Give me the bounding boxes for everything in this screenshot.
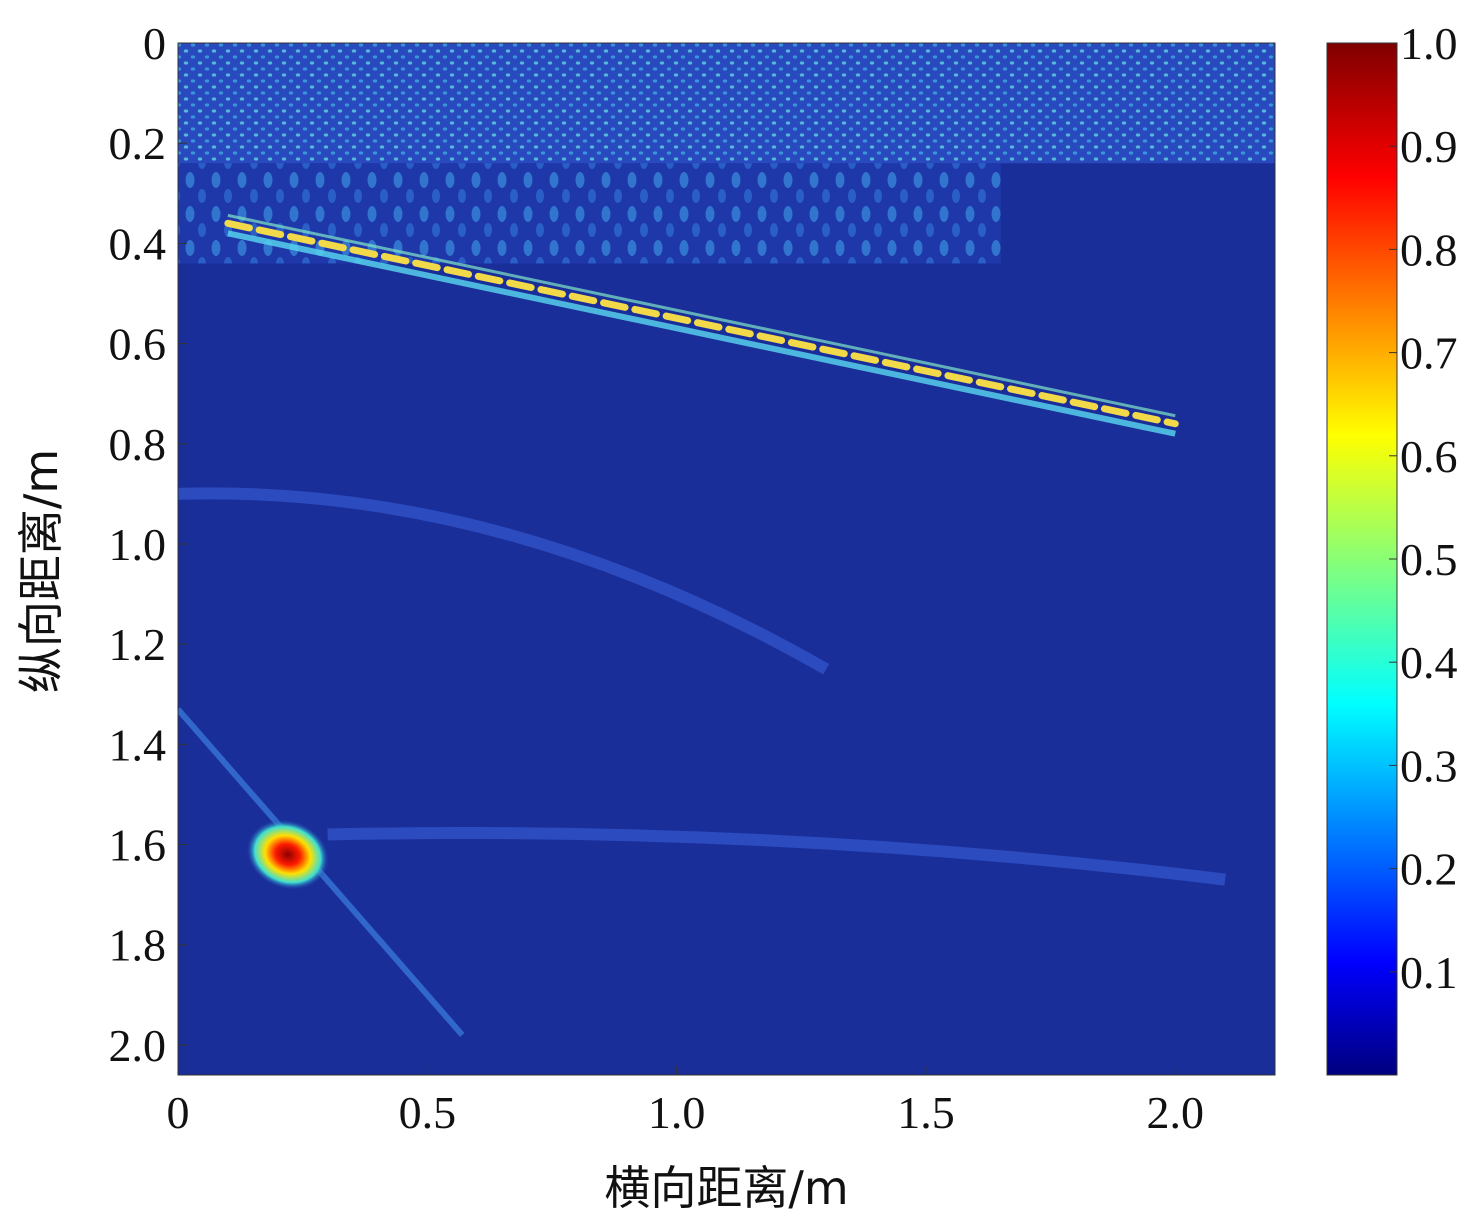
- heatmap-features: [178, 43, 1275, 1037]
- colorbar-tick-label: 0.9: [1400, 121, 1458, 172]
- y-tick-label: 0.6: [109, 319, 167, 370]
- colorbar-ramp: [1326, 42, 1398, 1076]
- plot-frame: [177, 42, 1276, 1076]
- colorbar: 0.1 0.2 0.3 0.4 0.5 0.6 0.7 0.8 0.9 1.0: [1326, 18, 1458, 1076]
- colorbar-tick-label: 0.6: [1400, 431, 1458, 482]
- y-tick-label: 0.2: [109, 118, 167, 169]
- feature-weak-reflector: [327, 827, 1226, 886]
- y-tick-label: 0: [143, 18, 166, 69]
- x-axis: 0 0.5 1.0 1.5 2.0: [167, 1066, 1205, 1138]
- x-tick-label: 2.0: [1147, 1087, 1205, 1138]
- colorbar-tick-label: 0.5: [1400, 534, 1458, 585]
- y-axis: 0 0.2 0.4 0.6 0.8 1.0 1.2 1.4 1.6 1.8 2.0: [109, 18, 187, 1071]
- colorbar-tick-label: 0.1: [1400, 947, 1458, 998]
- feature-noisy-band: [178, 43, 1275, 164]
- x-tick-label: 1.5: [897, 1087, 955, 1138]
- y-tick-label: 1.2: [109, 619, 167, 670]
- feature-weak-reflector: [178, 487, 830, 675]
- y-axis-title: 纵向距离/m: [14, 449, 68, 693]
- feature-point-target: [246, 819, 329, 890]
- y-tick-label: 0.4: [109, 218, 167, 269]
- colorbar-tick-label: 0.2: [1400, 844, 1458, 895]
- y-tick-label: 2.0: [109, 1020, 167, 1071]
- colorbar-tick-label: 0.4: [1400, 637, 1458, 688]
- colorbar-tick-label: 0.8: [1400, 224, 1458, 275]
- plot-area: [177, 42, 1276, 1076]
- y-tick-label: 0.8: [109, 419, 167, 470]
- colorbar-tick-label: 0.3: [1400, 740, 1458, 791]
- feature-blob-band: [178, 163, 1001, 264]
- feature-reflector: [224, 219, 1179, 428]
- y-tick-label: 1.4: [109, 719, 167, 770]
- y-tick-label: 1.6: [109, 820, 167, 871]
- feature-reflector-halo: [227, 230, 1176, 437]
- colorbar-tick-label: 1.0: [1400, 18, 1458, 69]
- y-tick-label: 1.0: [109, 519, 167, 570]
- x-tick-label: 0.5: [399, 1087, 457, 1138]
- y-tick-label: 1.8: [109, 920, 167, 971]
- feature-reflector-edge: [227, 213, 1176, 418]
- x-tick-label: 0: [167, 1087, 190, 1138]
- colorbar-tick-label: 0.7: [1400, 328, 1458, 379]
- x-axis-title: 横向距离/m: [604, 1161, 848, 1215]
- colorbar-ticks: 0.1 0.2 0.3 0.4 0.5 0.6 0.7 0.8 0.9 1.0: [1389, 18, 1458, 998]
- x-tick-label: 1.0: [648, 1087, 706, 1138]
